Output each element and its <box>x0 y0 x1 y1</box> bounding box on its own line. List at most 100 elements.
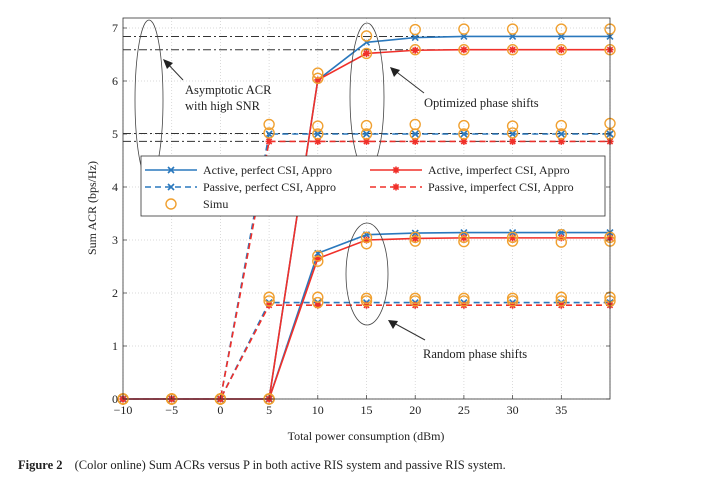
simu-point-1 <box>506 44 519 56</box>
series-point-2 <box>460 130 468 138</box>
series-point-5 <box>411 234 419 242</box>
simu-point-2 <box>360 119 373 132</box>
simu-point-6 <box>263 291 275 303</box>
series-point-7 <box>460 301 468 309</box>
annotation-optimized: Optimized phase shifts <box>424 96 539 110</box>
simu-point-1 <box>555 44 567 56</box>
series-point-3 <box>460 137 468 145</box>
series-point-4 <box>411 229 419 237</box>
simu-point-7 <box>263 295 275 307</box>
x-tick-label: −5 <box>165 403 178 417</box>
series-point-3 <box>265 137 273 145</box>
series-point-1 <box>509 46 517 54</box>
series-point-2 <box>265 130 273 138</box>
legend-box <box>140 155 606 217</box>
series-point-7 <box>314 301 322 309</box>
series-point-3 <box>557 137 565 145</box>
simu-point-0 <box>458 23 470 35</box>
series-point-0 <box>411 33 419 42</box>
simu-point-7 <box>506 295 519 307</box>
annotation-asymptotic-line1: Asymptotic ACR <box>185 83 272 97</box>
x-tick-label: 5 <box>266 403 272 417</box>
simu-point-5 <box>360 238 373 250</box>
legend-label: Passive, imperfect CSI, Appro <box>428 180 574 194</box>
simu-point-2 <box>458 119 470 132</box>
simu-point-0 <box>360 30 373 42</box>
x-tick-label: 15 <box>361 403 373 417</box>
arrow-asymptotic <box>163 59 184 81</box>
simu-point-7 <box>312 296 324 309</box>
y-tick-label: 7 <box>112 21 118 35</box>
simu-point-3 <box>458 128 470 140</box>
simu-point-3 <box>555 128 567 140</box>
series-point-1 <box>460 46 468 54</box>
y-axis-label: Sum ACR (bps/Hz) <box>85 161 99 255</box>
simu-point-3 <box>506 127 519 139</box>
x-tick-label: 20 <box>409 403 421 417</box>
series-point-5 <box>314 255 322 263</box>
series-point-1 <box>411 46 419 54</box>
simu-point-0 <box>555 23 567 35</box>
simu-point-4 <box>458 231 470 244</box>
arrow-optimized <box>390 67 425 94</box>
x-tick-label: 25 <box>458 403 470 417</box>
series-point-2 <box>411 130 419 138</box>
simu-point-7 <box>555 295 567 307</box>
simu-point-7 <box>458 295 470 307</box>
series-point-3 <box>363 137 370 145</box>
simu-point-1 <box>409 44 421 56</box>
series-point-7 <box>411 301 419 309</box>
series-point-5 <box>557 234 565 242</box>
series-point-5 <box>509 234 517 242</box>
series-point-2 <box>314 130 322 138</box>
simu-point-3 <box>263 127 275 139</box>
simu-point-0 <box>409 23 421 36</box>
legend: Active, perfect CSI, Appro Active, imperf… <box>140 155 606 217</box>
series-point-7 <box>509 301 517 309</box>
series-point-0 <box>557 32 565 41</box>
series-point-7 <box>265 301 273 309</box>
series-point-0 <box>509 32 517 41</box>
y-tick-label: 1 <box>112 339 118 353</box>
simu-point-3 <box>409 128 421 140</box>
simu-point-2 <box>312 120 324 132</box>
series-point-1 <box>557 46 565 54</box>
simu-point-7 <box>409 295 421 307</box>
figure-caption: Figure 2 (Color online) Sum ACRs versus P… <box>18 458 506 473</box>
y-tick-label: 5 <box>112 127 118 141</box>
simu-point-4 <box>360 231 373 244</box>
series-point-5 <box>460 234 468 242</box>
simu-point-0 <box>312 67 324 79</box>
series-point-7 <box>557 301 565 309</box>
simu-point-7 <box>360 295 373 307</box>
series-point-7 <box>363 301 370 309</box>
annotation-ellipse-random <box>345 222 389 326</box>
legend-label: Active, perfect CSI, Appro <box>203 163 332 177</box>
annotation-ellipse-optimized <box>349 22 385 172</box>
simu-point-5 <box>409 235 421 247</box>
series-point-1 <box>314 76 322 84</box>
x-axis-label: Total power consumption (dBm) <box>288 429 445 443</box>
chart: −10 −5 0 5 10 15 20 25 30 35 0 1 2 3 4 5 6 7 Total power … <box>85 17 616 443</box>
simu-point-2 <box>506 120 519 132</box>
simu-point-1 <box>360 47 373 60</box>
simu-point-6 <box>312 291 324 303</box>
series-point-3 <box>411 137 419 145</box>
y-tick-label: 0 <box>112 392 118 406</box>
simu-point-3 <box>360 128 373 140</box>
legend-marker <box>392 166 400 174</box>
simu-point-5 <box>458 235 470 248</box>
simu-point-2 <box>555 119 567 132</box>
legend-label-simu: Simu <box>203 197 228 211</box>
simu-point-4 <box>506 231 519 244</box>
arrow-random <box>388 320 426 341</box>
simu-point-4 <box>555 228 567 241</box>
series-point-5 <box>363 236 370 244</box>
caption-text: (Color online) Sum ACRs versus P in both… <box>74 458 506 472</box>
legend-marker <box>167 183 175 191</box>
simu-point-5 <box>312 255 324 267</box>
y-tick-label: 3 <box>112 233 118 247</box>
annotation-asymptotic-line2: with high SNR <box>185 99 261 113</box>
series-point-2 <box>362 130 371 138</box>
series-point-0 <box>460 32 468 41</box>
